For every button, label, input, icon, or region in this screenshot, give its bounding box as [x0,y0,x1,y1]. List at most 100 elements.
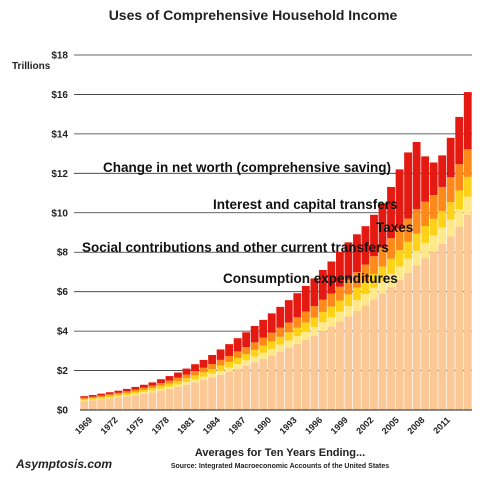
series-annotation: Change in net worth (comprehensive savin… [103,160,391,175]
bar-segment-5 [387,186,395,239]
bar-segment-5 [114,390,123,393]
y-tick-label: $18 [51,51,68,62]
series-annotation: Interest and capital transfers [213,197,398,212]
bar-segment-2 [301,331,310,340]
bar-segment-5 [233,338,242,352]
x-tick-label: 1972 [99,415,120,436]
bar-segment-5 [139,384,148,388]
bar-segment-4 [105,394,114,396]
bar-segment-3 [250,349,259,357]
bar-segment-2 [327,317,336,327]
bar-segment-4 [301,311,310,323]
bar-segment-2 [361,294,370,306]
bar-segment-4 [463,149,472,177]
bar-segment-1 [361,305,370,410]
bar-segment-3 [429,218,438,236]
bar-segment-5 [267,313,276,333]
bar-segment-3 [276,336,285,345]
bar-segment-5 [157,379,165,383]
bar-segment-2 [225,367,234,372]
bar-segment-3 [148,388,157,391]
bar-segment-5 [284,300,293,323]
bar-segment-1 [318,331,327,410]
bar-segment-1 [370,299,378,410]
bar-segment-4 [404,218,413,242]
bar-segment-1 [225,371,234,410]
bar-segment-2 [182,381,191,385]
bar-segment-3 [114,394,123,397]
bar-segment-4 [327,293,336,307]
bar-segment-4 [250,342,259,350]
bar-segment-4 [267,332,276,342]
bar-segment-2 [114,396,123,398]
bar-segment-2 [344,306,353,317]
bar-segment-5 [353,234,361,273]
bar-segment-5 [335,252,344,287]
bar-segment-2 [310,327,319,336]
bar-segment-5 [344,242,353,280]
y-tick-label: $16 [51,90,68,101]
bar-segment-4 [429,195,438,219]
bar-segment-3 [301,322,310,332]
bar-segment-2 [80,400,89,402]
bar-segment-2 [88,399,97,401]
bar-segment-1 [216,374,225,410]
bar-segment-3 [412,233,421,251]
bar-segment-5 [208,354,217,365]
bar-segment-3 [370,273,378,288]
bar-segment-1 [191,382,199,410]
bar-segment-4 [344,279,353,295]
bar-segment-1 [122,396,131,410]
bar-segment-3 [157,385,165,389]
bar-segment-1 [165,388,174,410]
bar-segment-5 [182,368,191,375]
bar-segment-2 [148,390,157,393]
bar-segment-5 [80,396,89,398]
bar-segment-1 [88,400,97,410]
bar-segment-1 [157,390,165,410]
bar-segment-1 [344,316,353,410]
bar-segment-5 [378,203,387,248]
y-tick-labels: $0 $2 $4 $6 $8 $10 $12 $14 $16 $18 [51,51,68,417]
bar-segment-4 [259,337,268,346]
bar-segment-4 [318,299,327,312]
bar-segment-5 [122,388,131,392]
bar-segment-2 [378,281,387,294]
bar-segment-5 [88,395,97,397]
series-annotation: Taxes [376,220,413,235]
bar-segment-3 [378,266,387,282]
x-tick-label: 2011 [431,415,452,436]
bar-segment-2 [421,242,430,259]
bar-segment-3 [182,378,191,382]
bar-segment-5 [276,306,285,328]
y-tick-label: $10 [51,208,68,219]
bar-segment-5 [165,376,174,381]
bar-segment-1 [148,392,157,410]
bar-segment-2 [259,352,268,359]
bar-segment-1 [327,326,336,410]
bar-segment-5 [97,393,106,396]
bar-segment-4 [191,371,199,376]
bar-segment-5 [191,364,199,372]
bar-segment-2 [250,356,259,363]
bar-segment-4 [242,347,251,354]
bar-segment-3 [455,190,464,210]
brand-footer: Asymptosis.com [15,457,112,471]
bar-segment-4 [182,374,191,379]
x-tick-label: 2008 [405,415,426,436]
bar-segment-1 [353,310,361,410]
y-tick-label: $8 [57,248,69,259]
bar-segment-4 [310,306,319,318]
y-axis-unit-label: Trillions [12,61,51,72]
bar-segment-3 [199,372,208,377]
bar-segment-3 [387,258,395,274]
bar-segment-3 [174,381,182,385]
bar-segment-4 [438,186,447,211]
bar-segment-4 [293,317,302,328]
bar-segment-1 [463,214,472,410]
x-tick-label: 1987 [226,415,247,436]
y-tick-label: $6 [57,287,69,298]
bar-segment-4 [131,389,140,392]
bar-segment-4 [233,351,242,358]
bar-segment-2 [105,397,114,399]
